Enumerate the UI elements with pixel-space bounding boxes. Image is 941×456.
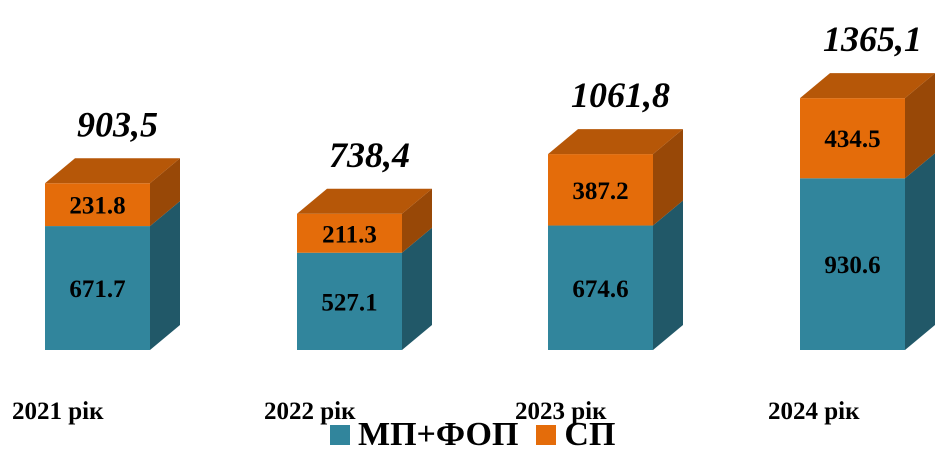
- bar-side-mp-fop-3: [653, 200, 683, 350]
- bar-front-sp-1: [45, 183, 150, 227]
- legend-label-sp: СП: [564, 416, 616, 453]
- category-label-2023: 2023 рік: [515, 398, 607, 425]
- legend: МП+ФОП СП: [330, 416, 633, 454]
- bar-side-sp-4: [905, 73, 935, 179]
- bar-top-sp-2: [297, 188, 432, 214]
- legend-swatch-sp: [536, 425, 557, 445]
- category-label-2021: 2021 рік: [12, 398, 104, 425]
- bar-front-mp-fop-2: [297, 252, 402, 350]
- data-label-mp-fop-2: 527.1: [321, 289, 377, 316]
- data-label-sp-2: 211.3: [322, 221, 377, 248]
- data-label-sp-3: 387.2: [572, 178, 628, 205]
- data-label-mp-fop-4: 930.6: [824, 252, 880, 279]
- bar-side-mp-fop-2: [402, 227, 432, 350]
- bar-top-sp-3: [548, 129, 683, 155]
- bar-side-mp-fop-1: [150, 201, 180, 350]
- total-label-2: 738,4: [329, 135, 410, 175]
- data-label-sp-1: 231.8: [69, 193, 125, 220]
- bar-front-sp-2: [297, 213, 402, 253]
- bar-side-sp-3: [653, 129, 683, 226]
- category-label-2022: 2022 рік: [264, 398, 356, 425]
- data-label-mp-fop-1: 671.7: [69, 276, 125, 303]
- bar-front-sp-4: [800, 98, 905, 179]
- data-label-sp-4: 434.5: [824, 126, 880, 153]
- bar-side-sp-2: [402, 188, 432, 253]
- legend-swatch-mp-fop: [330, 425, 350, 445]
- category-label-2024: 2024 рік: [768, 398, 860, 425]
- data-label-mp-fop-3: 674.6: [572, 276, 628, 303]
- legend-label-mp-fop: МП+ФОП: [358, 416, 519, 453]
- bar-front-mp-fop-4: [800, 178, 905, 350]
- bar-front-mp-fop-3: [548, 225, 653, 350]
- bar-front-mp-fop-1: [45, 226, 150, 350]
- bar-front-sp-3: [548, 154, 653, 226]
- bar-top-sp-1: [45, 158, 180, 184]
- bar-side-sp-1: [150, 158, 180, 227]
- legend-item-mp-fop: МП+ФОП: [330, 416, 518, 454]
- bar-side-mp-fop-4: [905, 153, 935, 350]
- total-label-4: 1365,1: [823, 19, 922, 59]
- total-label-1: 903,5: [77, 104, 158, 144]
- total-label-3: 1061,8: [571, 75, 670, 115]
- bar-top-sp-4: [800, 73, 935, 99]
- legend-item-sp: СП: [536, 416, 615, 454]
